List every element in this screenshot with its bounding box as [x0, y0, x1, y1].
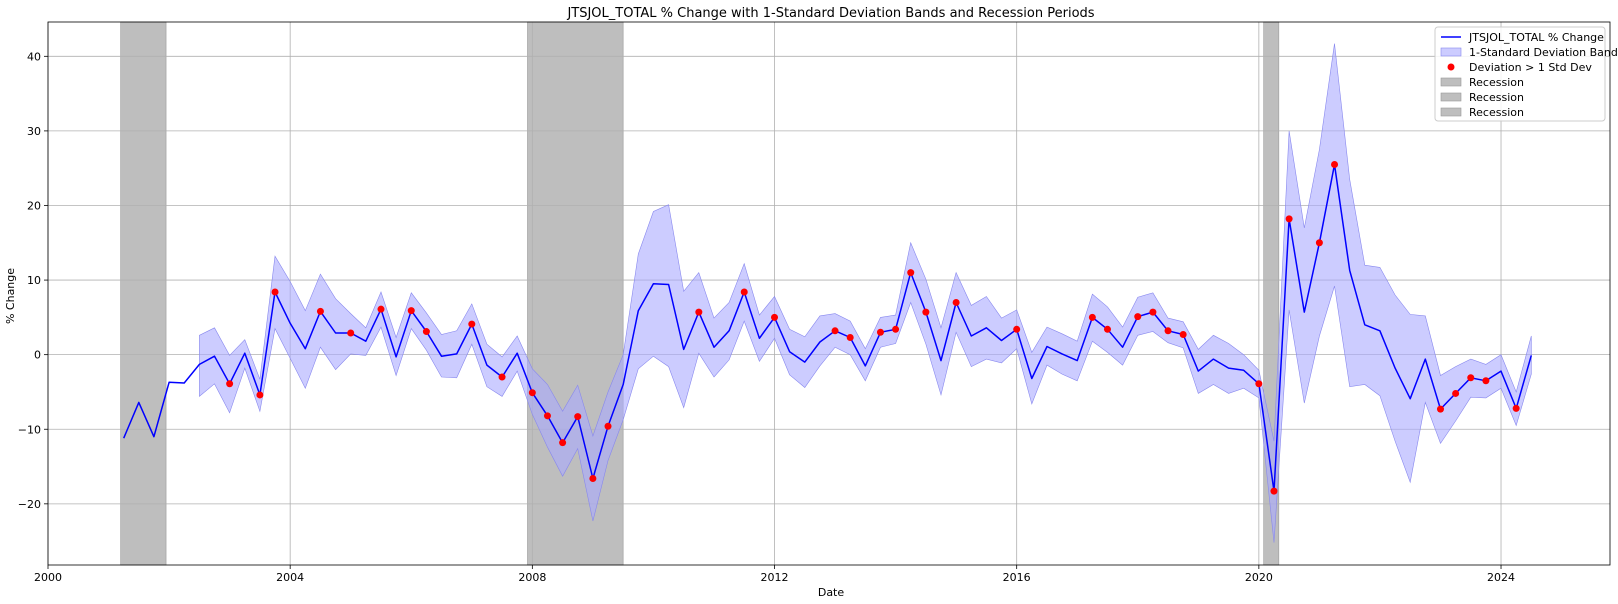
- deviation-point: [1179, 331, 1187, 339]
- deviation-point: [1149, 308, 1157, 316]
- deviation-point: [846, 334, 854, 342]
- deviation-point: [1482, 377, 1490, 385]
- deviation-point: [1315, 239, 1323, 247]
- deviation-point: [528, 389, 536, 397]
- deviation-point: [907, 269, 915, 277]
- deviation-point: [831, 327, 839, 335]
- deviation-point: [226, 380, 234, 388]
- deviation-point: [316, 307, 324, 315]
- deviation-point: [574, 413, 582, 421]
- y-tick-label: 40: [27, 50, 41, 63]
- deviation-point: [498, 373, 506, 381]
- deviation-point: [589, 474, 597, 482]
- x-tick-label: 2004: [276, 571, 304, 584]
- deviation-point: [876, 328, 884, 336]
- deviation-point: [271, 288, 279, 296]
- legend-label: 1-Standard Deviation Band: [1469, 46, 1618, 59]
- deviation-point: [377, 305, 385, 313]
- std-deviation-band: [199, 43, 1532, 543]
- deviation-point: [1436, 405, 1444, 413]
- legend-recession-swatch: [1440, 77, 1462, 87]
- y-tick-label: 0: [34, 349, 41, 362]
- x-axis-label: Date: [818, 586, 845, 599]
- legend-label: Recession: [1469, 76, 1524, 89]
- x-tick-label: 2024: [1487, 571, 1515, 584]
- plot-area: 2000 2004 2008 2012 2016 2020 2024 −20 −10 0 10 20 3…: [18, 21, 1611, 584]
- deviation-point: [892, 325, 900, 333]
- series-line: [123, 163, 1533, 492]
- deviation-point: [1467, 374, 1475, 382]
- deviation-point: [422, 328, 430, 336]
- deviation-point: [604, 422, 612, 430]
- deviation-point: [1103, 325, 1111, 333]
- deviation-point: [1164, 327, 1172, 335]
- legend-point-swatch: [1447, 63, 1455, 71]
- x-tick-label: 2016: [1003, 571, 1031, 584]
- x-tick-label: 2020: [1245, 571, 1273, 584]
- deviation-point: [922, 308, 930, 316]
- deviation-point: [559, 439, 567, 447]
- deviation-point: [695, 308, 703, 316]
- deviation-point: [1285, 215, 1293, 223]
- deviation-point: [1134, 313, 1142, 321]
- deviation-point: [771, 313, 779, 321]
- deviation-point: [407, 307, 415, 315]
- deviation-point: [1255, 380, 1263, 388]
- y-tick-label: −20: [18, 498, 41, 511]
- legend-label: Recession: [1469, 91, 1524, 104]
- y-tick-label: 20: [27, 199, 41, 212]
- x-tick-label: 2012: [761, 571, 789, 584]
- legend: JTSJOL_TOTAL % Change 1-Standard Deviatio…: [1434, 26, 1618, 122]
- legend-label: Recession: [1469, 106, 1524, 119]
- legend-band-swatch: [1440, 47, 1462, 57]
- deviation-point: [1270, 487, 1278, 495]
- deviation-point: [1013, 325, 1021, 333]
- legend-label: JTSJOL_TOTAL % Change: [1468, 31, 1604, 44]
- deviation-point: [468, 320, 476, 328]
- y-tick-label: −10: [18, 423, 41, 436]
- x-tick-label: 2008: [518, 571, 546, 584]
- recession-span: [527, 21, 624, 566]
- legend-recession-swatch: [1440, 92, 1462, 102]
- deviation-point: [543, 412, 551, 420]
- legend-box: [1434, 26, 1606, 122]
- y-axis-label: % Change: [4, 268, 17, 324]
- deviation-point: [256, 391, 264, 399]
- y-tick-label: 30: [27, 125, 41, 138]
- deviation-point: [1512, 404, 1520, 412]
- x-tick-label: 2000: [34, 571, 62, 584]
- y-tick-label: 10: [27, 274, 41, 287]
- legend-recession-swatch: [1440, 107, 1462, 117]
- deviation-point: [1088, 313, 1096, 321]
- deviation-point: [1331, 160, 1339, 168]
- legend-label: Deviation > 1 Std Dev: [1469, 61, 1592, 74]
- chart-title: JTSJOL_TOTAL % Change with 1-Standard De…: [566, 6, 1094, 21]
- deviation-point: [952, 298, 960, 306]
- recession-span: [120, 21, 167, 566]
- deviation-point: [740, 288, 748, 296]
- deviation-point: [1452, 389, 1460, 397]
- axes-frame: [47, 21, 1611, 566]
- deviation-point: [347, 329, 355, 337]
